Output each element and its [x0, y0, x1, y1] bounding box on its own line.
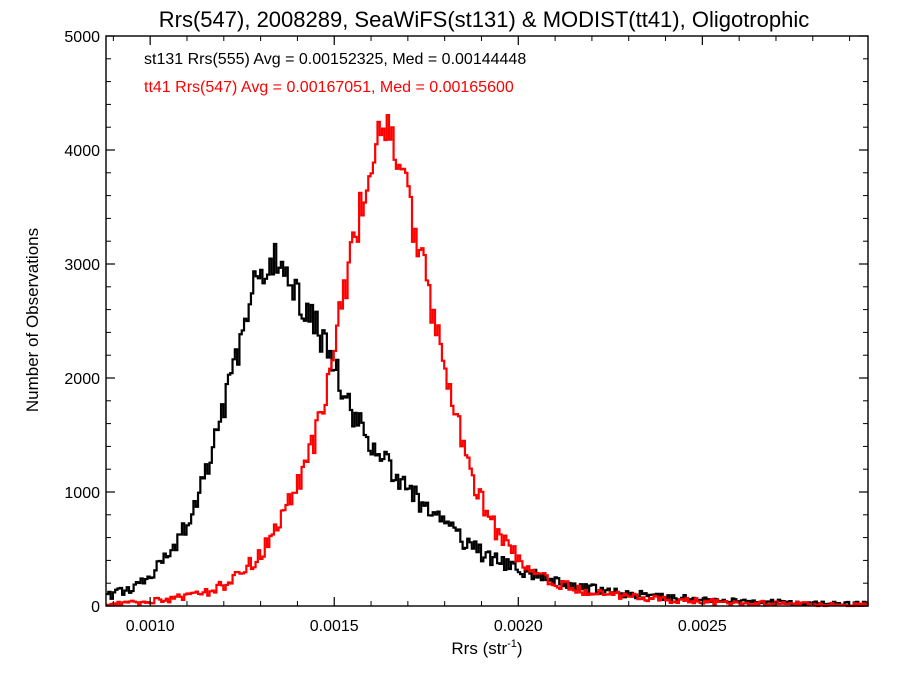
histogram-series-st131	[106, 242, 869, 608]
y-tick-label: 1000	[64, 485, 100, 502]
y-tick-label: 3000	[64, 257, 100, 274]
x-tick-label: 0.0025	[678, 618, 727, 635]
x-axis-ticks: 0.0010 0.0015 0.0020 0.0025	[112, 36, 851, 635]
plot-frame	[105, 35, 869, 607]
legend-entry-tt41: tt41 Rrs(547) Avg = 0.00167051, Med = 0.…	[144, 79, 514, 96]
plot-area	[106, 113, 869, 608]
histogram-series-tt41	[106, 113, 869, 608]
chart-title: Rrs(547), 2008289, SeaWiFS(st131) & MODI…	[159, 7, 809, 32]
y-axis-label: Number of Observations	[23, 228, 42, 412]
legend-entry-st131: st131 Rrs(555) Avg = 0.00152325, Med = 0…	[144, 51, 526, 68]
legend: st131 Rrs(555) Avg = 0.00152325, Med = 0…	[144, 51, 526, 96]
y-tick-label: 0	[91, 599, 100, 616]
y-axis-ticks: 0 1000 2000 3000 4000 5000	[64, 29, 868, 616]
x-tick-label: 0.0015	[310, 618, 359, 635]
y-tick-label: 4000	[64, 143, 100, 160]
y-tick-label: 5000	[64, 29, 100, 46]
y-tick-label: 2000	[64, 371, 100, 388]
x-tick-label: 0.0020	[494, 618, 543, 635]
x-axis-label: Rrs (str-1)	[451, 638, 522, 658]
x-tick-label: 0.0010	[126, 618, 175, 635]
